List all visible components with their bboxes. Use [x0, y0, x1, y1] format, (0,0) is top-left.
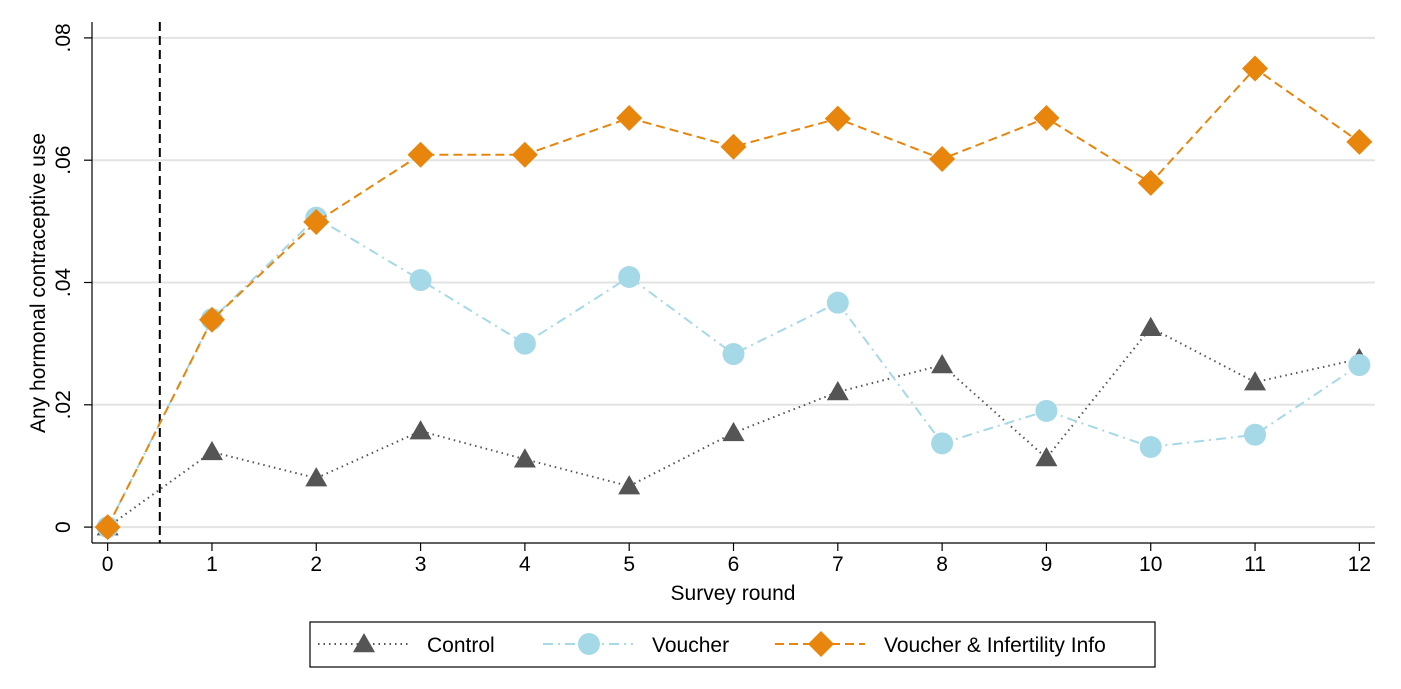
marker — [1137, 169, 1164, 196]
x-tick-label: 7 — [832, 553, 844, 576]
marker — [722, 343, 745, 366]
y-tick-label: .02 — [52, 390, 75, 419]
marker — [409, 269, 432, 292]
x-tick-label: 12 — [1348, 553, 1371, 576]
marker — [1139, 435, 1162, 458]
marker — [1244, 423, 1267, 446]
marker — [409, 420, 432, 440]
legend-marker — [578, 633, 600, 655]
marker — [513, 332, 536, 355]
x-tick-label: 2 — [310, 553, 322, 576]
marker — [407, 141, 434, 168]
y-axis-label: Any hormonal contraceptive use — [27, 133, 50, 433]
x-tick-label: 5 — [623, 553, 635, 576]
marker — [929, 145, 956, 172]
marker — [1139, 316, 1162, 337]
marker — [1346, 128, 1373, 155]
legend-marker — [353, 633, 375, 653]
y-tick-label: .06 — [52, 146, 75, 175]
marker — [931, 354, 954, 374]
marker — [618, 475, 641, 495]
marker — [200, 440, 223, 461]
marker — [618, 265, 641, 288]
marker — [720, 133, 747, 160]
marker — [616, 105, 643, 132]
marker — [305, 467, 328, 487]
y-tick-label: .04 — [52, 268, 75, 298]
y-tick-label: 0 — [52, 521, 75, 533]
legend-label: Voucher & Infertility Info — [884, 634, 1106, 657]
marker — [1035, 447, 1058, 467]
marker — [303, 208, 330, 235]
marker — [511, 141, 538, 168]
marker — [826, 291, 849, 314]
marker — [826, 380, 849, 401]
x-tick-label: 11 — [1244, 553, 1266, 576]
marker — [1035, 399, 1058, 422]
x-tick-label: 6 — [728, 553, 740, 576]
x-axis-label: Survey round — [671, 582, 796, 605]
x-tick-label: 1 — [206, 553, 218, 576]
marker — [722, 421, 745, 442]
y-tick-label: .08 — [52, 23, 75, 52]
series-line — [106, 216, 1360, 528]
x-tick-label: 9 — [1041, 553, 1053, 576]
legend-label: Voucher — [652, 634, 729, 657]
marker — [1033, 105, 1060, 132]
legend-box — [309, 621, 1156, 668]
marker — [94, 514, 121, 541]
marker — [1348, 354, 1371, 377]
marker — [824, 105, 851, 132]
marker — [513, 448, 536, 468]
marker — [1242, 55, 1269, 82]
x-tick-label: 3 — [415, 553, 427, 576]
legend-marker — [808, 631, 834, 657]
x-tick-label: 4 — [519, 553, 531, 576]
x-tick-label: 8 — [936, 553, 948, 576]
legend-label: Control — [427, 634, 495, 657]
marker — [931, 432, 954, 455]
x-tick-label: 10 — [1139, 553, 1162, 576]
marker — [1244, 371, 1267, 391]
x-tick-label: 0 — [102, 553, 114, 576]
marker — [198, 306, 225, 333]
